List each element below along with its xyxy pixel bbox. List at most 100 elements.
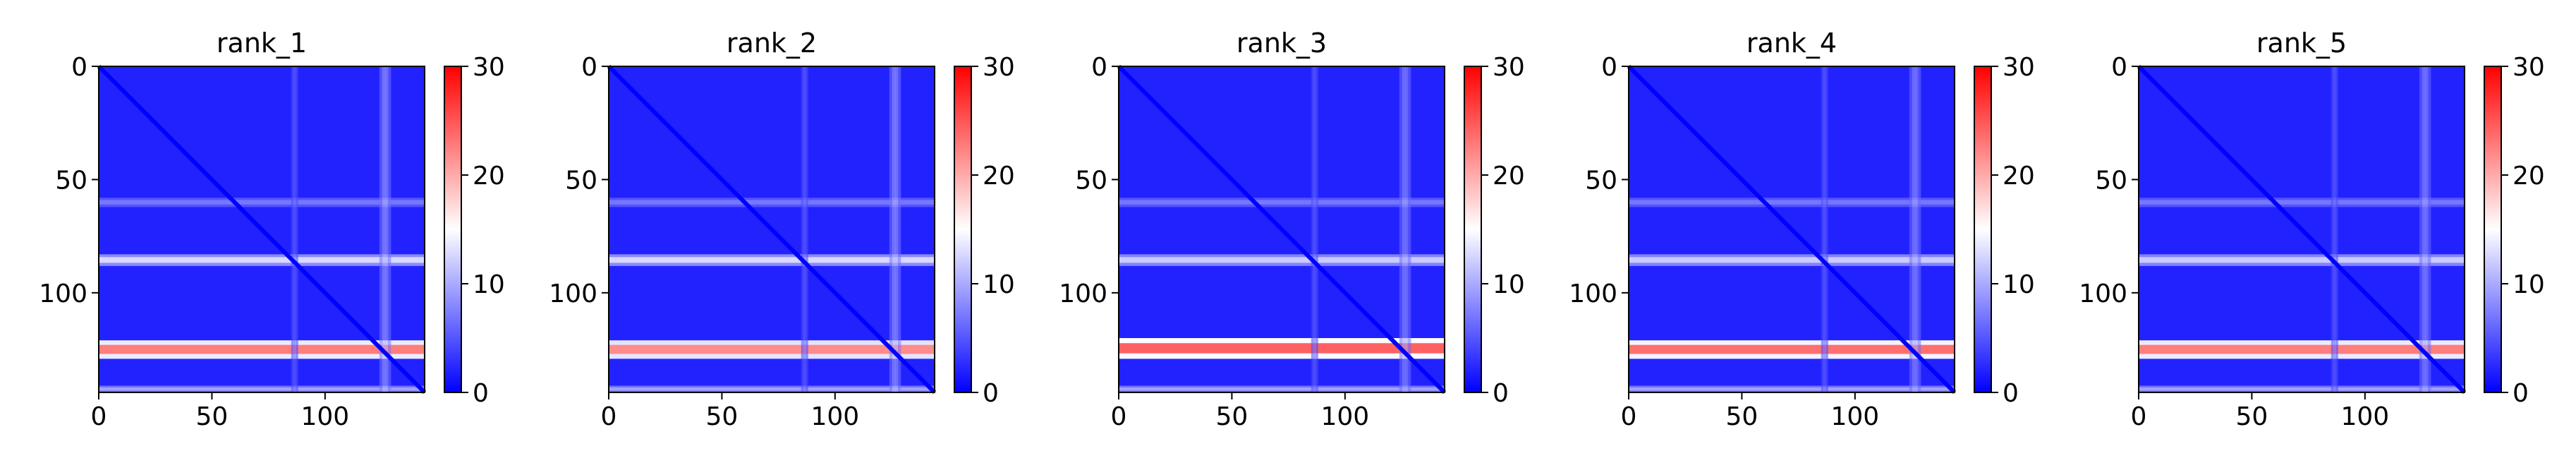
heatmap-band-row	[2139, 198, 2465, 200]
heatmap-band-row	[99, 385, 425, 388]
heatmap-band-row	[1629, 344, 1955, 350]
heatmap-band-row	[1629, 200, 1955, 203]
heatmap-band-col	[1314, 66, 1317, 392]
heatmap-band-col	[889, 66, 893, 392]
colorbar-tick-label: 30	[1493, 53, 1525, 82]
axes-frame	[1118, 66, 1445, 393]
heatmap-band-row	[2139, 254, 2465, 258]
y-tick-label: 50	[55, 166, 87, 195]
heatmap-band-row	[1629, 387, 1955, 390]
heatmap-band-row	[99, 387, 425, 390]
heatmap-band-col	[1316, 66, 1318, 392]
y-tick-label: 0	[581, 53, 597, 82]
y-tick-label: 0	[71, 53, 87, 82]
x-tick-label: 100	[1320, 402, 1369, 431]
heatmap-band-col	[379, 66, 383, 392]
heatmap-band-col	[384, 66, 389, 392]
heatmap-band-row	[609, 202, 935, 205]
heatmap-band-col	[1821, 66, 1823, 392]
colorbar-tick-label: 10	[2513, 270, 2545, 299]
heatmap-band-col	[1914, 66, 1919, 392]
heatmap-band-row	[99, 263, 425, 266]
heatmap-panel-5: rank_5 0 50 100 0 50 100 0 10 20 30	[2079, 28, 2545, 431]
heatmap-band-row	[1119, 263, 1445, 266]
colorbar-tick-label: 20	[1493, 162, 1525, 191]
heatmap-band-col	[2333, 66, 2335, 392]
heatmap-band-row	[1119, 257, 1445, 260]
heatmap-band-row	[609, 349, 935, 354]
heatmap-cells	[2139, 66, 2465, 393]
heatmap-band-row	[609, 389, 935, 392]
heatmap-band-row	[609, 198, 935, 200]
x-tick-label: 0	[1621, 402, 1637, 431]
x-tick-label: 50	[1726, 402, 1758, 431]
heatmap-diagonal	[1627, 64, 1957, 395]
colorbar: 0 10 20 30	[444, 53, 505, 408]
colorbar-gradient	[954, 66, 972, 393]
heatmap-band-row	[1119, 204, 1445, 208]
colorbar-tick-label: 0	[983, 379, 999, 408]
colorbar: 0 10 20 30	[954, 53, 1015, 408]
y-tick-label: 0	[1091, 53, 1107, 82]
heatmap-band-col	[806, 66, 808, 392]
colorbar-tick-label: 0	[473, 379, 489, 408]
colorbar-tick-label: 30	[2513, 53, 2545, 82]
colorbar: 0 10 20 30	[2484, 53, 2545, 408]
heatmap-band-row	[1629, 349, 1955, 354]
heatmap-band-row	[99, 202, 425, 205]
heatmap-band-row	[1629, 389, 1955, 392]
heatmap-band-row	[609, 385, 935, 388]
heatmap-band-row	[1629, 354, 1955, 359]
x-tick-label: 50	[1216, 402, 1248, 431]
heatmap-band-row	[99, 340, 425, 346]
heatmap-band-col	[293, 66, 296, 392]
heatmap-band-row	[1629, 340, 1955, 346]
heatmap-band-col	[1825, 66, 1828, 392]
heatmap-band-row	[1119, 348, 1445, 354]
heatmap-cells	[99, 66, 425, 393]
heatmap-band-col	[892, 66, 896, 392]
panel-title: rank_2	[727, 28, 817, 59]
heatmap-band-row	[99, 260, 425, 263]
heatmap-band-col	[804, 66, 807, 392]
heatmap-band-col	[1313, 66, 1316, 392]
heatmap-band-row	[609, 263, 935, 266]
heatmap-band-row	[1629, 204, 1955, 208]
heatmap-band-row	[2139, 354, 2465, 359]
x-tick-label: 100	[300, 402, 349, 431]
colorbar: 0 10 20 30	[1974, 53, 2035, 408]
heatmap-band-row	[99, 349, 425, 354]
heatmap-band-col	[291, 66, 293, 392]
heatmap-band-row	[2139, 263, 2465, 266]
heatmap-band-col	[2334, 66, 2337, 392]
heatmap-band-row	[1119, 387, 1445, 390]
heatmap-band-row	[609, 257, 935, 260]
colorbar-tick-label: 20	[2003, 162, 2035, 191]
heatmap-panel-4: rank_4 0 50 100 0 50 100 0 10 20 30	[1569, 28, 2035, 431]
heatmap-band-row	[1119, 338, 1445, 344]
heatmap-band-row	[609, 354, 935, 359]
heatmap-band-row	[1119, 254, 1445, 258]
heatmap-band-row	[609, 344, 935, 350]
x-tick-label: 0	[2131, 402, 2147, 431]
axes-frame	[2138, 66, 2465, 393]
axes-frame	[608, 66, 935, 393]
heatmap-band-row	[1119, 389, 1445, 392]
heatmap-band-row	[1119, 343, 1445, 349]
heatmap-band-row	[99, 198, 425, 200]
heatmap-band-row	[2139, 204, 2465, 208]
colorbar: 0 10 20 30	[1464, 53, 1525, 408]
heatmap-band-row	[1119, 353, 1445, 359]
heatmap-band-row	[609, 260, 935, 263]
colorbar-tick-label: 0	[1493, 379, 1509, 408]
heatmap-panel-1: rank_1 0 50 100 0 50 100 0 10 20 30	[39, 28, 505, 431]
heatmap-band-row	[1629, 202, 1955, 205]
colorbar-tick-label: 20	[983, 162, 1015, 191]
heatmap-band-col	[296, 66, 298, 392]
heatmap-band-row	[2139, 385, 2465, 388]
y-tick-label: 50	[2095, 166, 2127, 195]
heatmap-band-col	[1311, 66, 1313, 392]
heatmap-diagonal	[1117, 64, 1447, 395]
colorbar-tick-label: 10	[473, 270, 505, 299]
heatmap-band-row	[2139, 389, 2465, 392]
